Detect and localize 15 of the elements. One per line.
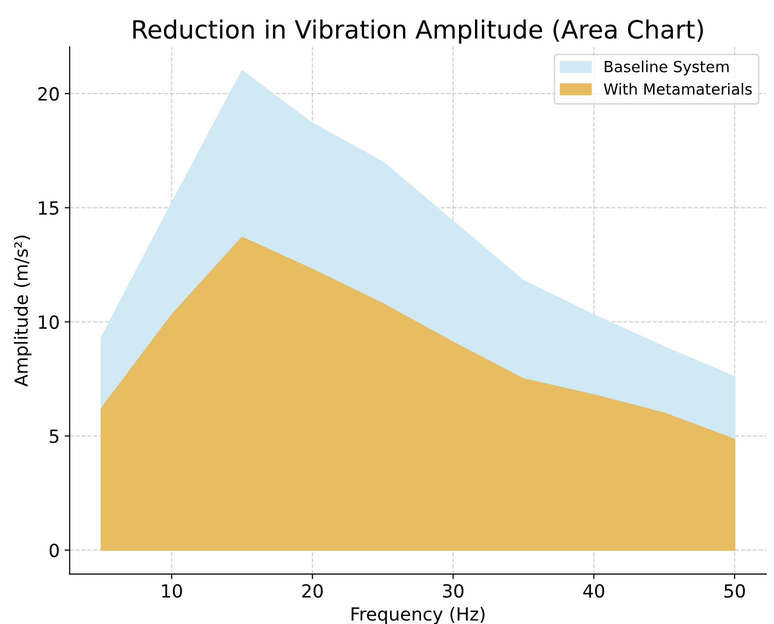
x-axis-title: Frequency (Hz)	[352, 606, 484, 624]
y-tick-label: 0	[50, 544, 59, 558]
y-tick-label: 20	[38, 87, 59, 101]
y-tick-label: 15	[38, 201, 58, 215]
y-tick-label: 5	[50, 430, 58, 444]
chart-title: Reduction in Vibration Amplitude (Area Chart)	[133, 19, 703, 44]
x-tick-label: 20	[302, 584, 323, 598]
legend-label: With Metamaterials	[604, 82, 752, 95]
y-axis-title: Amplitude (m/s²)	[14, 236, 32, 387]
x-tick-label: 10	[162, 584, 182, 598]
x-tick-label: 30	[443, 584, 464, 598]
x-tick-label: 50	[724, 584, 745, 598]
y-tick-label: 10	[38, 315, 59, 329]
legend-label: Baseline System	[604, 60, 729, 76]
x-tick-label: 40	[583, 584, 604, 598]
